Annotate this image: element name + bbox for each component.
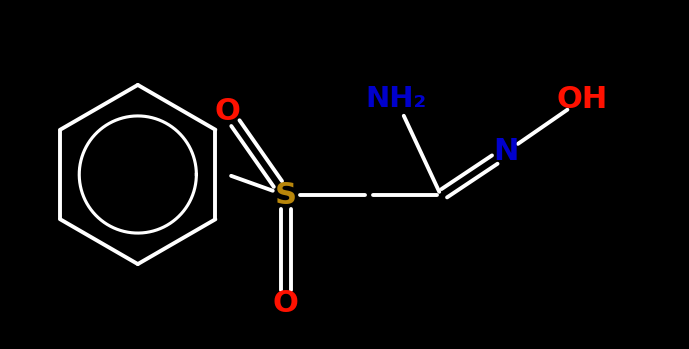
Text: S: S xyxy=(275,181,297,210)
Text: O: O xyxy=(214,97,240,126)
Text: O: O xyxy=(273,289,299,318)
Text: OH: OH xyxy=(557,85,608,114)
Text: NH₂: NH₂ xyxy=(366,86,426,113)
Text: N: N xyxy=(494,137,519,166)
